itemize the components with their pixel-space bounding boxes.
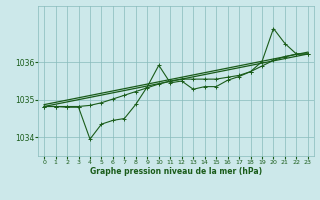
X-axis label: Graphe pression niveau de la mer (hPa): Graphe pression niveau de la mer (hPa)	[90, 167, 262, 176]
